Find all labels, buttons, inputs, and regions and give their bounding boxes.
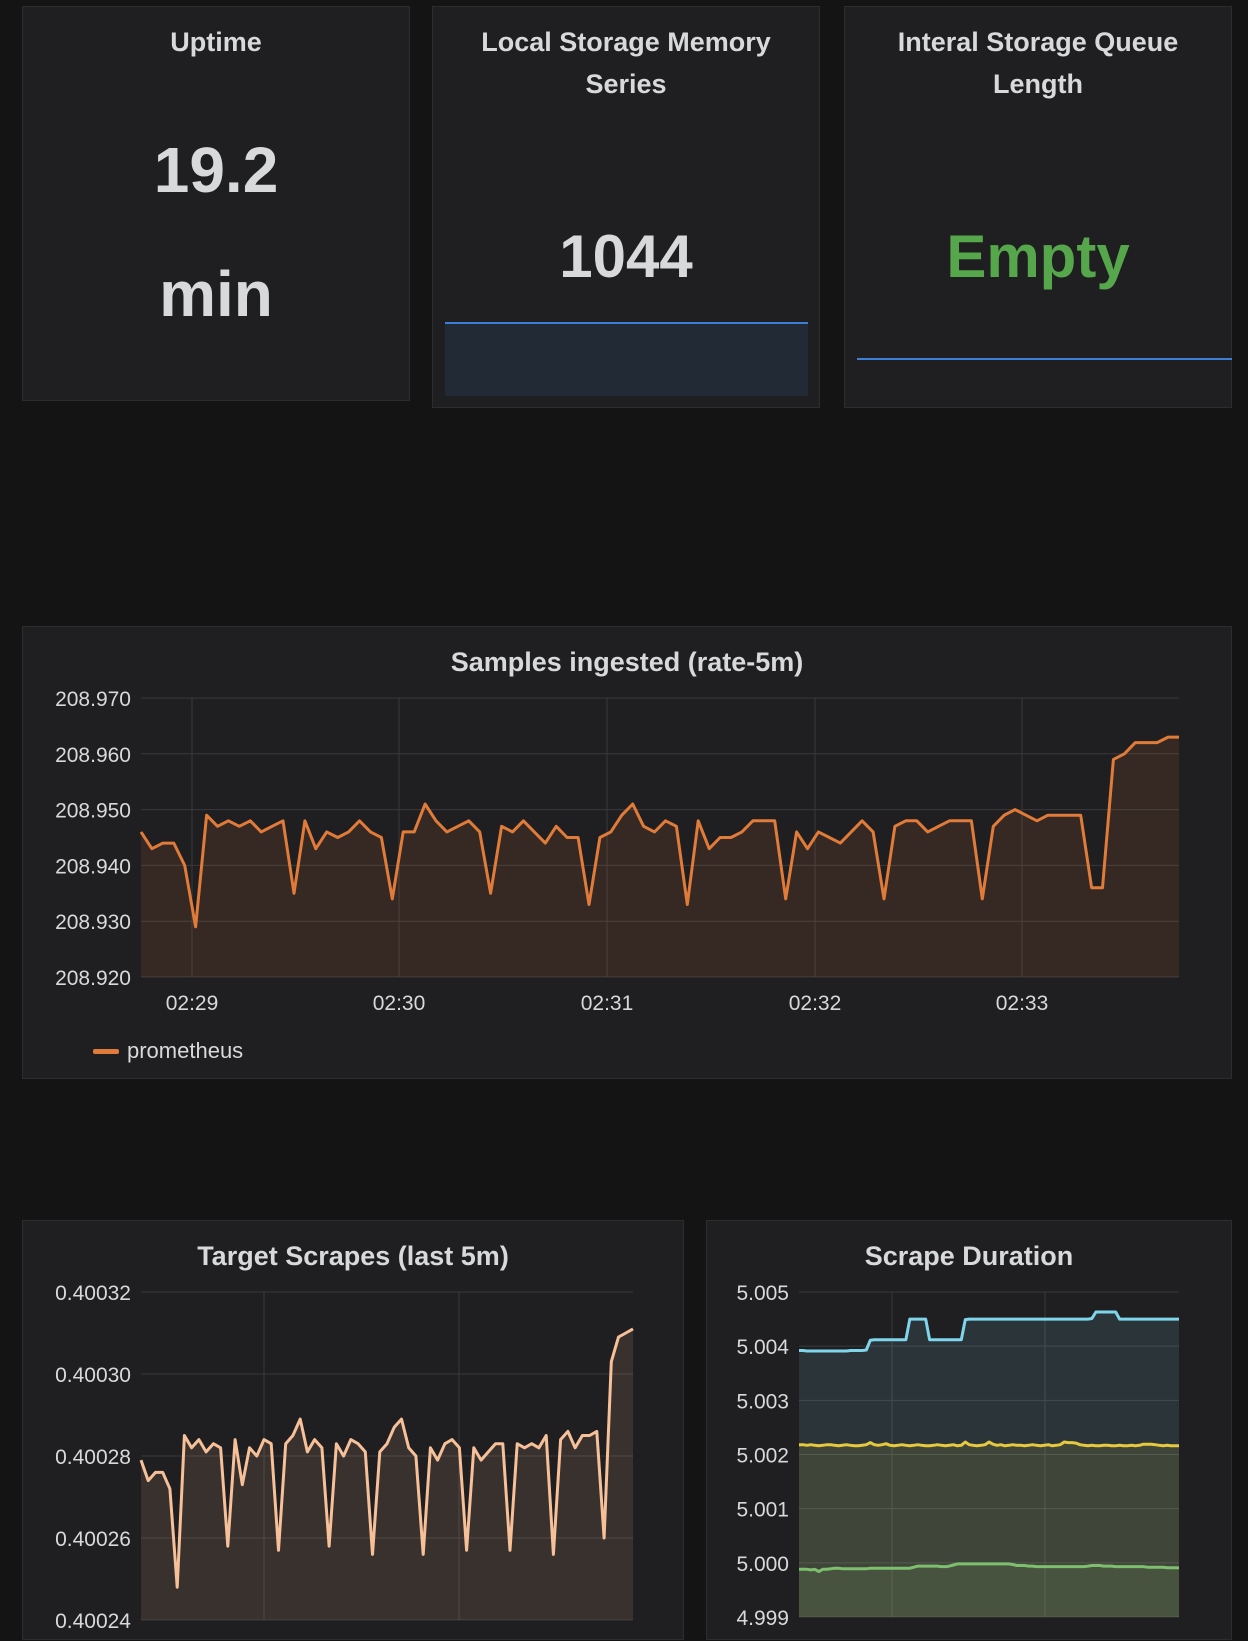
legend-swatch — [93, 1048, 119, 1054]
y-tick-label: 208.920 — [55, 967, 131, 990]
samples-chart: 208.920 208.930 208.940 208.950 208.960 208.9… — [55, 688, 1179, 1015]
memory-series-value: 1044 — [559, 223, 693, 290]
duration-panel: Scrape Duration 4.999 5.000 5.001 5.002 5.00… — [706, 1220, 1232, 1640]
samples-title[interactable]: Samples ingested (rate-5m) — [450, 647, 804, 677]
uptime-unit: min — [159, 258, 273, 330]
y-tick-label: 5.001 — [736, 1499, 789, 1522]
memory-series-sparkline — [445, 322, 808, 396]
memory-series-title[interactable]: Local Storage Memory Series — [433, 21, 819, 105]
uptime-panel: Uptime 19.2 min — [22, 6, 410, 401]
memory-series-panel: Local Storage Memory Series 1044 — [432, 6, 820, 408]
x-tick-label: 02:29 — [166, 992, 219, 1015]
series-line-2 — [799, 1440, 1179, 1448]
series-area-3 — [799, 1563, 1179, 1617]
series-line-3 — [799, 1562, 1179, 1573]
queue-length-panel: Interal Storage Queue Length Empty — [844, 6, 1232, 408]
duration-chart: 4.999 5.000 5.001 5.002 5.003 5.004 5.005 — [736, 1282, 1179, 1630]
y-tick-label: 0.40032 — [55, 1282, 131, 1305]
samples-panel: Samples ingested (rate-5m) 208.920 208.93… — [22, 626, 1232, 1079]
queue-length-value: Empty — [946, 223, 1130, 290]
series-line-1 — [799, 1310, 1179, 1353]
uptime-value: 19.2 — [153, 134, 279, 206]
y-tick-label: 0.40024 — [55, 1610, 131, 1633]
y-tick-label: 5.002 — [736, 1445, 789, 1468]
y-tick-label: 208.960 — [55, 744, 131, 767]
scrapes-title[interactable]: Target Scrapes (last 5m) — [197, 1241, 509, 1271]
duration-title[interactable]: Scrape Duration — [864, 1241, 1074, 1271]
y-tick-label: 0.40026 — [55, 1528, 131, 1551]
y-tick-label: 5.003 — [736, 1390, 789, 1413]
series-area-1 — [799, 1312, 1179, 1617]
x-tick-label: 02:31 — [581, 992, 634, 1015]
x-tick-label: 02:32 — [789, 992, 842, 1015]
y-tick-label: 208.950 — [55, 800, 131, 823]
samples-legend[interactable]: prometheus — [93, 1035, 243, 1067]
x-tick-label: 02:33 — [996, 992, 1049, 1015]
scrapes-panel: Target Scrapes (last 5m) 0.40024 0.40026 0… — [22, 1220, 684, 1640]
queue-length-title-line1: Interal Storage Queue — [897, 27, 1179, 57]
series-line-1 — [139, 735, 1179, 929]
series-area-1 — [141, 737, 1179, 977]
queue-length-title-line2: Length — [993, 69, 1083, 99]
memory-series-title-line2: Series — [585, 69, 667, 99]
queue-length-title[interactable]: Interal Storage Queue Length — [845, 21, 1231, 105]
y-tick-label: 0.40030 — [55, 1364, 131, 1387]
y-tick-label: 5.004 — [736, 1336, 789, 1359]
y-tick-label: 208.970 — [55, 688, 131, 711]
series-area-1 — [141, 1328, 633, 1620]
y-tick-label: 5.005 — [736, 1282, 789, 1305]
series-area-2 — [799, 1442, 1179, 1617]
legend-label: prometheus — [127, 1038, 244, 1063]
uptime-title[interactable]: Uptime — [170, 27, 262, 57]
queue-length-sparkline — [857, 358, 1232, 360]
y-tick-label: 208.940 — [55, 855, 131, 878]
x-tick-label: 02:30 — [373, 992, 426, 1015]
series-line-1 — [139, 1327, 634, 1589]
memory-series-title-line1: Local Storage Memory — [481, 27, 771, 57]
y-tick-label: 208.930 — [55, 911, 131, 934]
y-tick-label: 0.40028 — [55, 1446, 131, 1469]
y-tick-label: 5.000 — [736, 1553, 789, 1576]
y-tick-label: 4.999 — [736, 1607, 789, 1630]
scrapes-chart: 0.40024 0.40026 0.40028 0.40030 0.40032 — [55, 1282, 634, 1633]
